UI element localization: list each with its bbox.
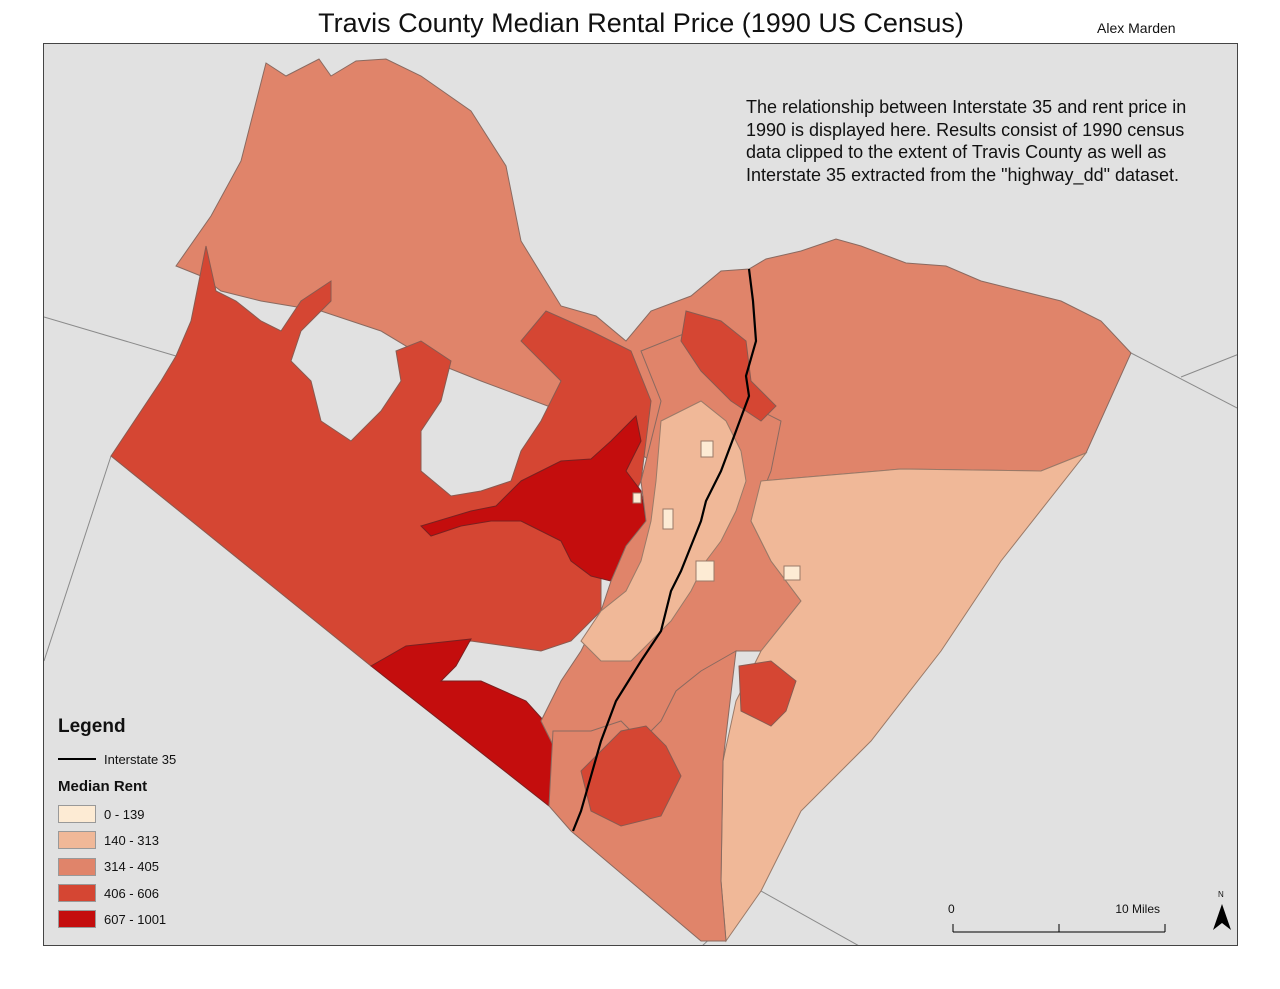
neighbor-boundary-west <box>44 316 177 357</box>
county-region-east <box>720 451 1088 943</box>
legend-class-label: 140 - 313 <box>104 832 159 848</box>
legend-class-row: 140 - 313 <box>58 827 176 853</box>
scale-bar: 0 10 Miles <box>948 902 1168 936</box>
legend-class-row: 0 - 139 <box>58 801 176 827</box>
interstate-line-swatch <box>58 758 96 760</box>
county-region-north-pocket <box>680 310 777 422</box>
legend: Legend Interstate 35 Median Rent 0 - 139… <box>58 716 176 932</box>
tract-lowest <box>783 565 801 581</box>
legend-swatch <box>58 910 96 929</box>
legend-class-label: 607 - 1001 <box>104 911 167 927</box>
county-map <box>44 58 1237 945</box>
legend-swatch <box>58 805 96 824</box>
county-region-north <box>175 58 1132 482</box>
legend-class-row: 406 - 606 <box>58 880 176 906</box>
county-region-east-pocket <box>738 660 797 727</box>
county-region-west <box>110 245 652 667</box>
legend-class-row: 607 - 1001 <box>58 906 176 932</box>
legend-class-label: 406 - 606 <box>104 885 159 901</box>
scale-start-label: 0 <box>948 902 955 916</box>
map-frame <box>43 43 1238 946</box>
north-label: N <box>1218 890 1224 899</box>
map-title: Travis County Median Rental Price (1990 … <box>318 8 964 38</box>
legend-swatch <box>58 857 96 876</box>
tract-lowest <box>695 560 715 582</box>
neighbor-boundary-northeast <box>1180 354 1237 378</box>
legend-interstate-label: Interstate 35 <box>104 751 177 767</box>
county-region-west-high <box>420 414 647 582</box>
neighbor-boundary-east <box>1130 352 1237 409</box>
lowest-rent-tracts <box>632 440 801 582</box>
tract-lowest <box>662 508 674 530</box>
legend-interstate-row: Interstate 35 <box>58 750 176 768</box>
map-description: The relationship between Interstate 35 a… <box>746 97 1187 185</box>
legend-class-label: 0 - 139 <box>104 806 145 822</box>
neighbor-boundary-southwest <box>44 455 112 662</box>
scale-bar-line <box>952 924 1166 933</box>
legend-class-label: 314 - 405 <box>104 859 159 875</box>
legend-swatch <box>58 884 96 903</box>
author-credit: Alex Marden <box>1097 20 1176 36</box>
legend-title: Legend <box>58 716 126 737</box>
tract-lowest <box>700 440 714 458</box>
interstate-35-line <box>571 268 758 832</box>
north-arrow-icon: N <box>1211 890 1233 932</box>
county-region-southwest-high <box>370 638 554 807</box>
legend-class-row: 314 - 405 <box>58 854 176 880</box>
tract-lowest <box>632 492 642 504</box>
legend-swatch <box>58 831 96 850</box>
median-rent-title: Median Rent <box>58 778 148 795</box>
neighbor-boundary-south <box>760 890 859 945</box>
scale-end-label: 10 Miles <box>1115 902 1160 916</box>
county-region-south-pocket <box>580 725 682 827</box>
